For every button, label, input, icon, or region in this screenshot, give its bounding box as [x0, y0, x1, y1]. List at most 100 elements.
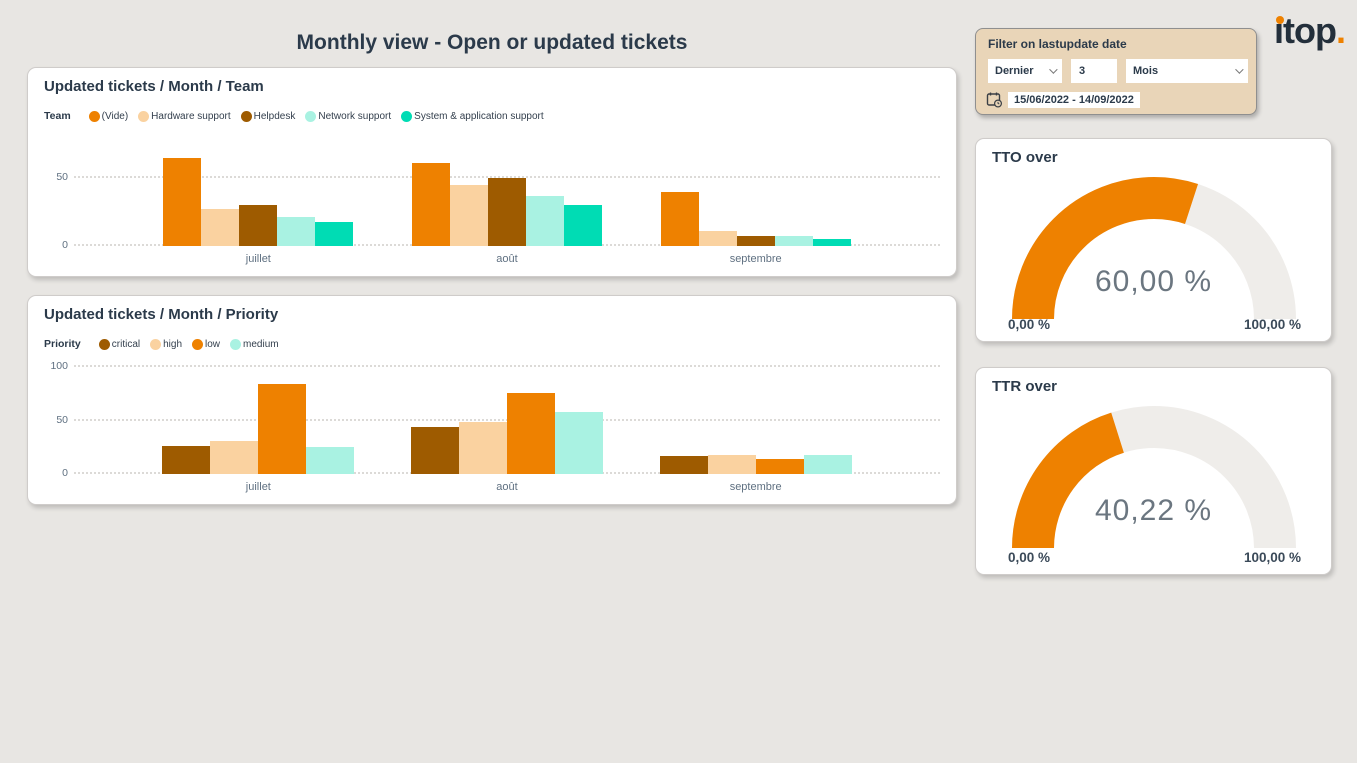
chart-card-team: Updated tickets / Month / Team Team (Vide…	[27, 67, 957, 277]
legend-dot-icon	[401, 110, 413, 122]
filter-title: Filter on lastupdate date	[988, 37, 1127, 51]
gauge-min-label: 0,00 %	[1008, 317, 1051, 332]
period-select-value: Dernier	[995, 65, 1034, 77]
legend-dot-icon	[98, 338, 110, 350]
bar-critical-ao-t[interactable]	[411, 427, 459, 474]
bar-vide-septembre[interactable]	[660, 192, 699, 246]
logo-period: .	[1335, 10, 1346, 51]
legend-item-hardware-support[interactable]: Hardware support	[138, 110, 231, 122]
x-axis-label-ao-t: août	[496, 253, 518, 265]
bar-system-application-support-septembre[interactable]	[812, 239, 851, 246]
bar-group-ao-t	[383, 134, 632, 246]
gauge-fill	[1011, 177, 1296, 320]
period-select[interactable]: Dernier	[988, 59, 1062, 83]
bar-system-application-support-juillet[interactable]	[315, 222, 354, 246]
y-axis-tick: 0	[62, 239, 68, 251]
legend-item-high[interactable]: high	[150, 338, 183, 350]
legend-item-low[interactable]: low	[192, 338, 221, 350]
bar-chart-priority: 0 50 100 juillet août septembre	[50, 360, 940, 493]
bar-group-septembre	[631, 362, 880, 474]
bar-low-juillet[interactable]	[258, 384, 307, 474]
legend-item-label: System & application support	[414, 110, 544, 122]
bar-low-ao-t[interactable]	[507, 393, 555, 474]
bar-helpdesk-ao-t[interactable]	[488, 178, 526, 246]
bar-medium-septembre[interactable]	[803, 455, 852, 474]
legend-dot-icon	[138, 110, 150, 122]
unit-select-value: Mois	[1133, 65, 1159, 77]
legend-item-label: high	[163, 338, 183, 350]
bar-medium-ao-t[interactable]	[555, 412, 603, 474]
gauge-title: TTR over	[992, 378, 1058, 395]
legend-item-helpdesk[interactable]: Helpdesk	[240, 110, 295, 122]
page-title: Monthly view - Open or updated tickets	[296, 31, 688, 54]
legend-item-label: medium	[243, 338, 279, 350]
gauge-svg	[1011, 177, 1296, 320]
bar-critical-juillet[interactable]	[162, 446, 211, 474]
x-axis-label-septembre: septembre	[729, 253, 782, 265]
bar-hardware-support-juillet[interactable]	[201, 209, 240, 246]
x-axis-label-septembre: septembre	[729, 481, 782, 493]
gridline: 100	[50, 360, 940, 372]
bar-helpdesk-juillet[interactable]	[239, 205, 278, 246]
y-axis-tick: 0	[62, 467, 68, 479]
bar-system-application-support-ao-t[interactable]	[564, 205, 602, 246]
legend-item-system-application-support[interactable]: System & application support	[401, 110, 544, 122]
gauge-card-tto: TTO over 60,00 % 0,00 % 100,00 %	[975, 138, 1332, 342]
legend-item-label: low	[205, 338, 221, 350]
gauge-svg	[1011, 406, 1296, 549]
legend-item-label: Network support	[318, 110, 392, 122]
chart-card-priority: Updated tickets / Month / Priority Prior…	[27, 295, 957, 505]
bar-critical-septembre[interactable]	[659, 456, 708, 474]
legend-dot-icon	[230, 338, 242, 350]
x-axis-label-ao-t: août	[496, 481, 518, 493]
gauge-fill	[1011, 406, 1296, 549]
x-axis-labels: juillet août septembre	[134, 481, 880, 493]
bar-chart-team: 0 50 juillet août septembre	[56, 134, 940, 265]
gauge-arc-tto	[976, 167, 1331, 327]
gauge-card-ttr: TTR over 40,22 % 0,00 % 100,00 %	[975, 367, 1332, 575]
gauge-value: 60,00 %	[1094, 265, 1213, 298]
legend-title: Priority	[44, 338, 81, 350]
legend-item-vide[interactable]: (Vide)	[88, 110, 129, 122]
gauge-max-label: 100,00 %	[1243, 317, 1301, 332]
x-axis-label-juillet: juillet	[245, 481, 271, 493]
x-axis-label-juillet: juillet	[245, 253, 271, 265]
legend-item-critical[interactable]: critical	[98, 338, 141, 350]
legend-dot-icon	[88, 110, 100, 122]
chart-legend: Priority critical high low medium	[44, 338, 279, 350]
itop-logo: ıtop.	[1274, 10, 1346, 52]
bar-hardware-support-septembre[interactable]	[698, 231, 737, 246]
bar-vide-ao-t[interactable]	[412, 163, 450, 246]
bar-network-support-septembre[interactable]	[774, 236, 813, 246]
chart-title: Updated tickets / Month / Priority	[44, 306, 279, 323]
legend-item-network-support[interactable]: Network support	[305, 110, 392, 122]
bar-network-support-ao-t[interactable]	[526, 196, 564, 246]
bar-high-ao-t[interactable]	[459, 422, 507, 474]
legend-item-medium[interactable]: medium	[230, 338, 279, 350]
chevron-down-icon	[1235, 65, 1244, 74]
unit-select[interactable]: Mois	[1126, 59, 1248, 83]
legend-dot-icon	[305, 110, 317, 122]
y-axis-tick: 50	[56, 171, 68, 183]
bar-high-septembre[interactable]	[707, 455, 756, 474]
legend-item-label: critical	[111, 338, 141, 350]
gauge-scale: 0,00 % 100,00 %	[1008, 317, 1301, 332]
bar-low-septembre[interactable]	[755, 459, 804, 474]
legend-title: Team	[44, 110, 71, 122]
bar-group-ao-t	[383, 362, 632, 474]
bar-vide-juillet[interactable]	[163, 158, 202, 246]
bar-high-juillet[interactable]	[210, 441, 259, 474]
filter-controls: Dernier Mois	[988, 59, 1248, 83]
bar-helpdesk-septembre[interactable]	[736, 236, 775, 246]
itop-logo-word: ıtop	[1274, 10, 1337, 52]
legend-dot-icon	[192, 338, 204, 350]
chart-title: Updated tickets / Month / Team	[44, 78, 264, 95]
calendar-icon[interactable]	[986, 91, 1003, 108]
gauge-value: 40,22 %	[1094, 494, 1213, 527]
bar-network-support-juillet[interactable]	[277, 217, 316, 246]
bar-medium-juillet[interactable]	[306, 447, 355, 474]
bar-hardware-support-ao-t[interactable]	[450, 185, 488, 246]
period-count-input[interactable]	[1071, 59, 1117, 83]
legend-item-label: (Vide)	[101, 110, 129, 122]
chart-legend: Team (Vide) Hardware support Helpdesk Networ…	[44, 110, 544, 122]
